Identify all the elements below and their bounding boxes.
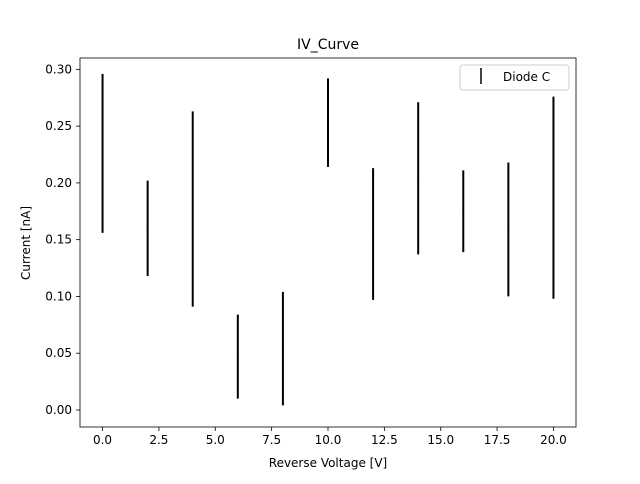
y-tick-label: 0.05 (45, 346, 72, 360)
data-point (552, 196, 555, 199)
y-tick-label: 0.25 (45, 119, 72, 133)
legend-entry-label: Diode C (503, 70, 550, 84)
x-tick-label: 17.5 (484, 433, 511, 447)
y-tick-label: 0.10 (45, 289, 72, 303)
data-point (417, 177, 420, 180)
data-point (236, 355, 239, 358)
y-axis-label: Current [nA] (19, 206, 33, 280)
x-tick-label: 0.0 (93, 433, 112, 447)
y-tick-label: 0.00 (45, 403, 72, 417)
data-point (191, 208, 194, 210)
x-tick-label: 2.5 (149, 433, 168, 447)
x-tick-label: 10.0 (315, 433, 342, 447)
y-tick-label: 0.30 (45, 62, 72, 76)
legend: Diode C (459, 64, 570, 91)
x-tick-label: 7.5 (262, 433, 281, 447)
data-point (372, 233, 374, 235)
chart-title: IV_Curve (297, 37, 359, 53)
x-tick-label: 15.0 (427, 433, 454, 447)
data-point (101, 152, 104, 155)
x-tick-label: 20.0 (540, 433, 567, 447)
data-point (327, 121, 329, 124)
x-tick-label: 5.0 (206, 433, 225, 447)
y-tick-label: 0.20 (45, 176, 72, 190)
data-point (146, 227, 149, 230)
x-axis-label: Reverse Voltage [V] (269, 456, 387, 470)
x-tick-label: 12.5 (371, 433, 398, 447)
data-point (282, 347, 284, 350)
legend-box (459, 64, 570, 91)
data-point (507, 228, 510, 231)
y-tick-label: 0.15 (45, 233, 72, 247)
data-point (462, 210, 465, 213)
